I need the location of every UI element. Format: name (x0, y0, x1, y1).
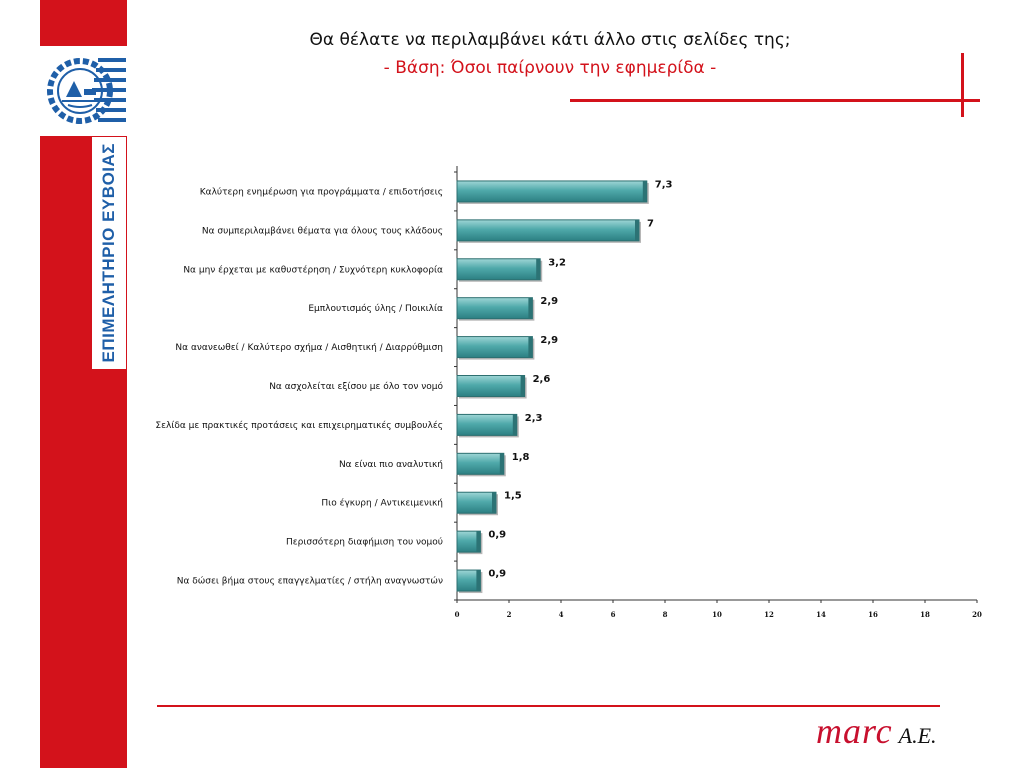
x-tick-label: 16 (868, 610, 878, 619)
bar-end-cap (635, 219, 639, 241)
bar (456, 180, 648, 203)
value-label: 2,9 (540, 296, 558, 307)
category-label: Περισσότερη διαφήμιση του νομού (286, 537, 443, 548)
bar-end-cap (476, 531, 481, 553)
x-tick-label: 0 (455, 610, 460, 619)
bar (456, 336, 533, 359)
bar-end-cap (476, 570, 481, 592)
value-label: 0,9 (488, 569, 506, 580)
bar (456, 219, 640, 242)
x-tick-label: 12 (764, 610, 774, 619)
value-label: 1,8 (512, 452, 530, 463)
chart-title: Θα θέλατε να περιλαμβάνει κάτι άλλο στις… (309, 30, 791, 50)
bar (456, 375, 526, 397)
value-label: 2,6 (533, 374, 551, 385)
value-label: 2,3 (525, 413, 543, 424)
x-tick-label: 4 (559, 610, 564, 619)
bar-chart: 0 2 4 6 8 10 12 14 16 18 20 Καλύτερη ενημέρωση για … (155, 166, 982, 619)
category-label: Να συμπεριλαμβάνει θέματα για όλους τους… (202, 225, 443, 236)
x-tick-label: 6 (611, 610, 616, 619)
brand-logo: marc A.E. (816, 710, 937, 752)
value-label: 2,9 (540, 335, 558, 346)
chamber-logo-icon (47, 58, 126, 124)
bar (456, 491, 497, 514)
category-label: Εμπλουτισμός ύλης / Ποικιλία (308, 303, 443, 314)
x-tick-label: 18 (920, 610, 930, 619)
logo-area (40, 46, 127, 136)
bar-end-cap (528, 336, 533, 358)
vertical-label-box: ΕΠΙΜΕΛΗΤΗΡΙΟ ΕΥΒΟΙΑΣ (92, 137, 126, 369)
bar (456, 452, 505, 475)
bar-end-cap (536, 258, 541, 280)
x-tick-label: 8 (663, 610, 668, 619)
brand-suffix: A.E. (898, 723, 937, 748)
category-label: Να είναι πιο αναλυτική (339, 460, 443, 470)
bar (456, 258, 541, 281)
bar-end-cap (512, 414, 517, 436)
category-label: Σελίδα με πρακτικές προτάσεις και επιχει… (155, 420, 443, 431)
bar-end-cap (520, 375, 525, 397)
category-label: Καλύτερη ενημέρωση για προγράμματα / επι… (200, 186, 443, 197)
category-label: Να μην έρχεται με καθυστέρηση / Συχνότερ… (183, 264, 443, 275)
chart-subtitle: - Βάση: Όσοι παίρνουν την εφημερίδα - (383, 58, 717, 78)
category-label: Να δώσει βήμα στους επαγγελματίες / στήλ… (177, 576, 443, 587)
x-tick-label: 10 (712, 610, 722, 619)
value-label: 1,5 (504, 491, 522, 502)
category-label: Πιο έγκυρη / Αντικειμενική (321, 498, 443, 509)
bar-end-cap (492, 492, 496, 514)
category-label: Να ασχολείται εξίσου με όλο τον νομό (269, 381, 443, 392)
chart-plot-area: 0 2 4 6 8 10 12 14 16 18 20 Καλύτερη ενημέρωση για … (155, 166, 982, 619)
value-label: 3,2 (548, 257, 566, 268)
left-red-bar-top (40, 0, 127, 46)
decorative-horizontal-line (570, 99, 980, 102)
bottom-divider (157, 705, 940, 707)
x-tick-label: 2 (507, 610, 512, 619)
bar-end-cap (642, 180, 647, 202)
bar (456, 297, 533, 320)
bar (456, 413, 518, 436)
value-label: 0,9 (488, 530, 506, 541)
x-tick-label: 14 (816, 610, 826, 619)
value-label: 7,3 (655, 179, 673, 190)
brand-name: marc (816, 711, 893, 751)
bar-end-cap (528, 297, 533, 319)
category-label: Να ανανεωθεί / Καλύτερο σχήμα / Αισθητικ… (175, 342, 443, 353)
decorative-vertical-line (961, 53, 964, 117)
value-label: 7 (647, 218, 654, 229)
bar-end-cap (499, 453, 504, 475)
x-tick-label: 20 (972, 610, 982, 619)
